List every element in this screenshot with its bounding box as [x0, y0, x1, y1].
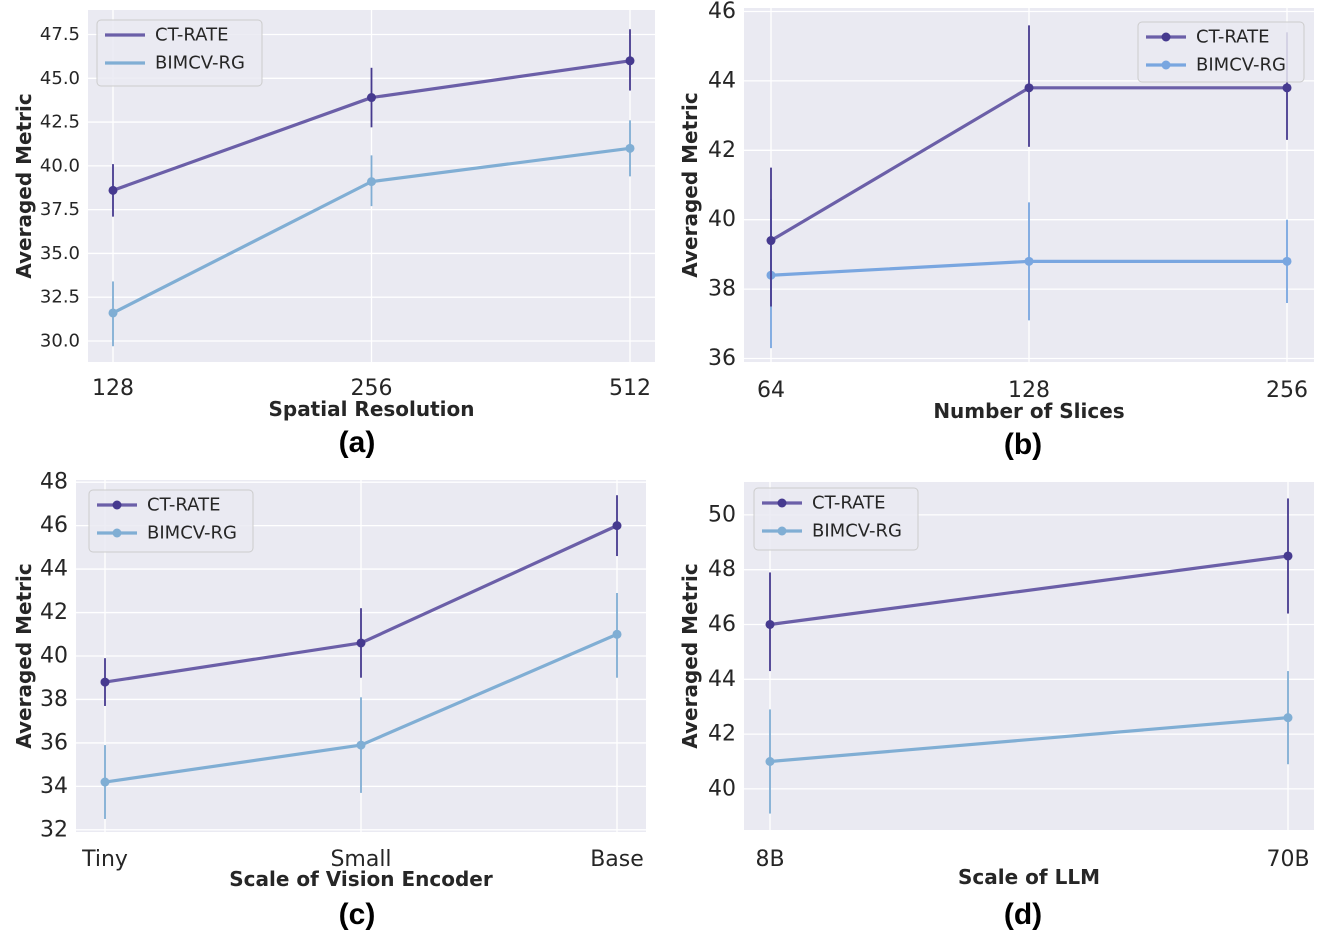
panel-label: (c): [339, 898, 376, 931]
x-tick-label: Tiny: [81, 847, 128, 872]
data-point: [1283, 713, 1293, 723]
data-point: [1282, 83, 1292, 93]
legend-marker: [777, 526, 787, 536]
legend-label: CT-RATE: [147, 495, 220, 516]
x-tick-label: 8B: [755, 847, 784, 872]
series-line: [769, 554, 1289, 627]
x-axis-label: Spatial Resolution: [268, 397, 474, 421]
data-point: [625, 143, 635, 153]
panel-b: 36 38 40 42 44 46 64 128 256 Number of Slices Aver…: [678, 0, 1314, 461]
panel-a: 30.0 32.5 35.0 37.5 40.0 42.5 45.0 47.5 128 256 51…: [12, 10, 655, 459]
y-axis-label: Averaged Metric: [12, 93, 36, 279]
y-tick-label: 42.5: [40, 112, 80, 133]
y-tick-label: 30.0: [40, 330, 80, 351]
data-point: [765, 619, 775, 629]
data-point: [108, 185, 118, 195]
legend-label: BIMCV-RG: [147, 523, 237, 544]
legend-marker: [1161, 60, 1171, 70]
y-tick-label: 46: [708, 0, 736, 24]
data-point: [367, 93, 376, 103]
y-tick-label: 46: [708, 612, 736, 637]
y-tick-label: 42: [708, 722, 736, 747]
y-tick-label: 44: [708, 68, 736, 93]
data-point: [612, 629, 622, 639]
y-tick-label: 48: [40, 470, 68, 495]
y-tick-label: 32: [40, 817, 68, 842]
x-tick-label: 256: [1266, 378, 1308, 403]
y-tick-label: 47.5: [40, 24, 80, 45]
y-tick-label: 34: [40, 774, 68, 799]
legend-marker: [112, 500, 122, 510]
data-point: [1024, 83, 1034, 93]
x-tick-label: 256: [351, 376, 393, 401]
y-axis-label: Averaged Metric: [678, 563, 702, 749]
panel-d: 40 42 44 46 48 50 8B 70B Scale of LLM Averaged Me…: [678, 482, 1314, 931]
x-tick-label: 128: [1008, 378, 1050, 403]
y-tick-label: 38: [40, 687, 68, 712]
y-tick-label: 38: [708, 277, 736, 302]
y-tick-label: 40.0: [40, 155, 80, 176]
legend-marker: [1161, 32, 1171, 42]
legend-label: BIMCV-RG: [1196, 55, 1286, 76]
data-point: [100, 777, 110, 787]
x-tick-label: 512: [609, 376, 651, 401]
y-tick-label: 36: [40, 730, 68, 755]
x-axis-label: Scale of Vision Encoder: [229, 867, 493, 891]
x-tick-label: Small: [330, 847, 391, 872]
data-point: [1283, 551, 1293, 561]
data-point: [1282, 256, 1292, 266]
data-point: [766, 236, 776, 246]
y-axis-label: Averaged Metric: [12, 563, 36, 749]
x-axis-label: Number of Slices: [933, 399, 1124, 423]
y-axis-label: Averaged Metric: [678, 92, 702, 278]
legend-label: BIMCV-RG: [812, 521, 902, 542]
x-tick-label: 70B: [1266, 847, 1309, 872]
y-tick-label: 36: [708, 346, 736, 371]
x-tick-label: 64: [757, 378, 785, 403]
data-point: [625, 56, 635, 66]
data-point: [356, 740, 366, 750]
data-point: [100, 677, 110, 687]
y-tick-label: 32.5: [40, 287, 80, 308]
legend-label: CT-RATE: [155, 25, 228, 46]
legend-label: BIMCV-RG: [155, 53, 245, 74]
x-tick-label: Base: [590, 847, 644, 872]
y-tick-label: 37.5: [40, 199, 80, 220]
y-tick-label: 42: [708, 138, 736, 163]
x-tick-label: 128: [92, 376, 134, 401]
y-tick-label: 40: [40, 644, 68, 669]
series-line: [769, 716, 1289, 764]
x-axis-label: Scale of LLM: [958, 865, 1100, 889]
y-tick-label: 46: [40, 513, 68, 538]
y-tick-label: 45.0: [40, 68, 80, 89]
y-tick-label: 35.0: [40, 243, 80, 264]
data-point: [356, 638, 366, 648]
y-tick-label: 44: [40, 557, 68, 582]
panel-label: (b): [1004, 428, 1042, 461]
panel-label: (a): [339, 426, 376, 459]
legend-label: CT-RATE: [1196, 27, 1269, 48]
data-point: [612, 521, 622, 531]
data-point: [765, 756, 775, 766]
y-tick-label: 42: [40, 600, 68, 625]
y-tick-label: 44: [708, 667, 736, 692]
panel-label: (d): [1004, 898, 1042, 931]
panel-c: 32 34 36 38 40 42 44 46 48 Tiny Small Base Scale of …: [12, 470, 646, 931]
y-tick-label: 48: [708, 557, 736, 582]
legend-marker: [777, 498, 787, 508]
data-point: [108, 308, 118, 318]
data-point: [367, 177, 376, 187]
y-tick-label: 40: [708, 776, 736, 801]
legend-marker: [112, 528, 122, 538]
y-tick-label: 50: [708, 502, 736, 527]
data-point: [1024, 256, 1034, 266]
y-tick-label: 40: [708, 207, 736, 232]
legend-label: CT-RATE: [812, 493, 885, 514]
